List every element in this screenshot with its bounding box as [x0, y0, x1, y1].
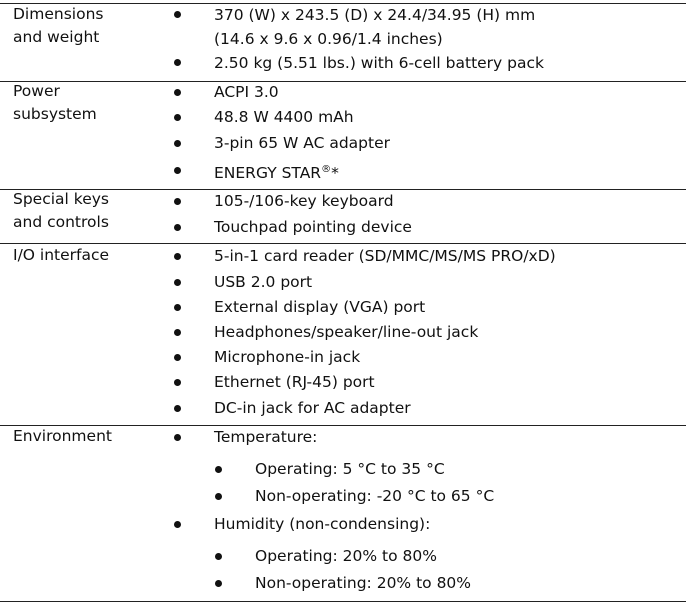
spec-subitem: Operating: 5 °C to 35 °C [255, 460, 445, 478]
bullet-icon [174, 354, 181, 361]
spec-item: Touchpad pointing device [214, 218, 412, 236]
bullet-icon [174, 304, 181, 311]
spec-item: Microphone-in jack [214, 348, 361, 366]
row-divider [0, 243, 686, 244]
row-divider [0, 81, 686, 82]
row-label-dimensions: Dimensions and weight [13, 5, 104, 46]
spec-item: 3-pin 65 W AC adapter [214, 134, 390, 152]
bullet-icon [174, 224, 181, 231]
energy-star-text: ENERGY STAR [214, 164, 322, 183]
footnote-mark: * [331, 164, 339, 183]
bullet-icon [174, 11, 181, 18]
spec-item: External display (VGA) port [214, 298, 426, 316]
sub-bullet-icon [215, 466, 222, 473]
row-label-power: Power subsystem [13, 82, 97, 123]
bullet-icon [174, 198, 181, 205]
spec-item: DC-in jack for AC adapter [214, 399, 411, 417]
bullet-icon [174, 521, 181, 528]
row-divider [0, 189, 686, 190]
row-divider [0, 601, 686, 602]
bullet-icon [174, 434, 181, 441]
spec-item: Humidity (non-condensing): [214, 515, 431, 533]
bullet-icon [174, 405, 181, 412]
bullet-icon [174, 89, 181, 96]
spec-item: Temperature: [214, 428, 318, 446]
row-divider [0, 425, 686, 426]
spec-item: 48.8 W 4400 mAh [214, 108, 354, 126]
spec-item: ENERGY STAR®* [214, 160, 339, 183]
bullet-icon [174, 114, 181, 121]
row-divider [0, 3, 686, 4]
spec-item: 5-in-1 card reader (SD/MMC/MS/MS PRO/xD) [214, 247, 556, 265]
spec-item: 105-/106-key keyboard [214, 192, 394, 210]
bullet-icon [174, 253, 181, 260]
spec-item: USB 2.0 port [214, 273, 313, 291]
bullet-icon [174, 379, 181, 386]
spec-item: 2.50 kg (5.51 lbs.) with 6-cell battery … [214, 54, 544, 72]
bullet-icon [174, 279, 181, 286]
bullet-icon [174, 329, 181, 336]
spec-subitem: Non-operating: 20% to 80% [255, 574, 472, 592]
spec-item: (14.6 x 9.6 x 0.96/1.4 inches) [214, 30, 443, 48]
registered-mark: ® [321, 164, 332, 175]
bullet-icon [174, 167, 181, 174]
bullet-icon [174, 140, 181, 147]
spec-subitem: Non-operating: -20 °C to 65 °C [255, 487, 495, 505]
spec-item: 370 (W) x 243.5 (D) x 24.4/34.95 (H) mm [214, 6, 536, 24]
sub-bullet-icon [215, 493, 222, 500]
sub-bullet-icon [215, 580, 222, 587]
row-label-environment: Environment [13, 427, 112, 445]
spec-item: Ethernet (RJ-45) port [214, 373, 375, 391]
row-label-io-interface: I/O interface [13, 246, 110, 264]
spec-item: ACPI 3.0 [214, 83, 279, 101]
spec-subitem: Operating: 20% to 80% [255, 547, 437, 565]
bullet-icon [174, 59, 181, 66]
spec-item: Headphones/speaker/line-out jack [214, 323, 479, 341]
sub-bullet-icon [215, 553, 222, 560]
row-label-special-keys: Special keys and controls [13, 190, 109, 231]
